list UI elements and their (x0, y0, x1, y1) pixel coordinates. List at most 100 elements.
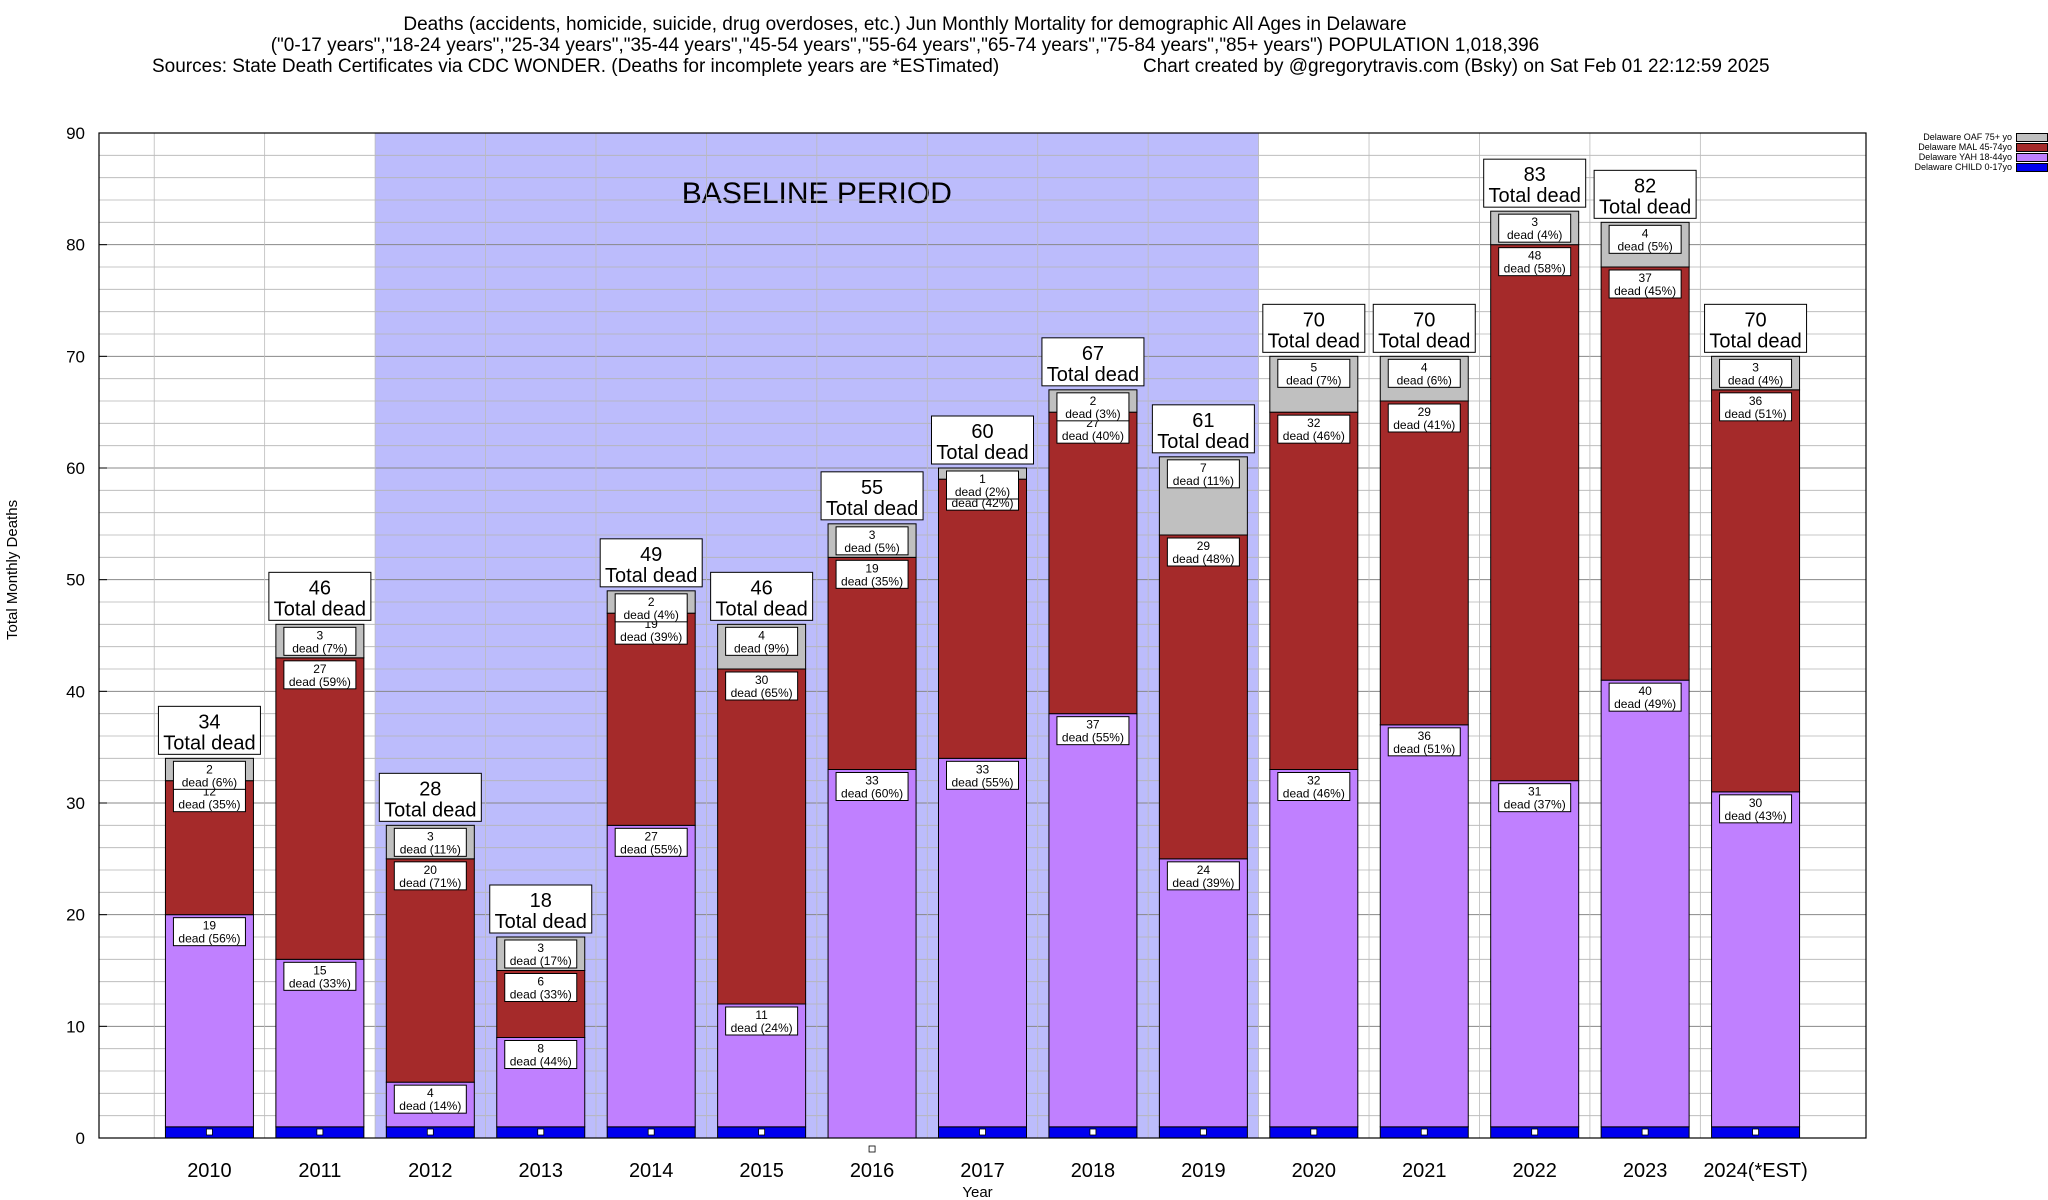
data-label-percent: dead (71%) (399, 876, 461, 890)
data-label-percent: dead (7%) (292, 641, 347, 655)
bar-segment-mal (1711, 389, 1801, 793)
legend-entry: Delaware YAH 18-44yo (1880, 152, 2048, 162)
x-tick-label: 2013 (519, 1160, 564, 1182)
bar-segment-mal (1269, 411, 1359, 770)
y-tick-label: 40 (66, 682, 85, 701)
legend-entry: Delaware MAL 45-74yo (1880, 142, 2048, 152)
x-tick-label: 2016 (850, 1160, 895, 1182)
bar-base-marker (316, 1128, 324, 1136)
plot-frame (98, 132, 1867, 1139)
total-label-text: Total dead (605, 565, 697, 587)
data-label-value: 40 (1638, 684, 1652, 698)
legend-entry: Delaware OAF 75+ yo (1880, 132, 2048, 142)
data-label-percent: dead (33%) (510, 988, 572, 1002)
total-label-value: 34 (198, 711, 220, 733)
total-label-text: Total dead (384, 799, 476, 821)
total-label-value: 28 (419, 778, 441, 800)
total-label-box (1704, 303, 1808, 353)
bar-base-marker (1199, 1128, 1207, 1136)
data-label-box (725, 626, 799, 656)
legend-label: Delaware CHILD 0-17yo (1914, 162, 2012, 172)
bar-segment-yah (1158, 858, 1248, 1128)
y-axis-label: Total Monthly Deaths (4, 499, 21, 640)
data-label-value: 15 (313, 963, 327, 977)
data-label-value: 6 (537, 975, 544, 989)
data-label-value: 37 (1086, 718, 1100, 732)
data-label-value: 3 (537, 941, 544, 955)
total-label-box (378, 772, 482, 822)
total-label-value: 46 (751, 577, 773, 599)
bar-segment-yah (1711, 791, 1801, 1128)
x-tick-label: 2024(*EST) (1703, 1160, 1808, 1182)
data-label-box (1056, 392, 1130, 422)
bar-segment-mal (275, 657, 365, 960)
y-tick-label: 20 (66, 906, 85, 925)
data-label-value: 4 (1642, 226, 1649, 240)
data-label-box (835, 559, 909, 589)
data-label-value: 19 (203, 919, 217, 933)
total-label-value: 55 (861, 477, 883, 499)
total-label-value: 46 (309, 577, 331, 599)
total-label-box (1041, 337, 1145, 387)
y-tick-label: 0 (76, 1129, 85, 1148)
data-label-percent: dead (11%) (1173, 474, 1234, 488)
data-label-percent: dead (4%) (1728, 373, 1783, 387)
data-label-value: 3 (1752, 360, 1759, 374)
total-label-value: 82 (1634, 175, 1656, 197)
total-label-box (820, 471, 924, 521)
total-label-value: 61 (1192, 410, 1214, 432)
bar-segment-yah (1490, 780, 1580, 1128)
bar-base-marker (979, 1128, 986, 1136)
data-label-percent: dead (11%) (400, 842, 461, 856)
data-label-percent: dead (6%) (1397, 373, 1452, 387)
data-label-box (1277, 358, 1351, 388)
bar-base-marker (647, 1128, 655, 1136)
data-label-percent: dead (60%) (841, 787, 903, 801)
total-label-value: 18 (530, 890, 552, 912)
bar-segment-mal (1600, 266, 1690, 681)
data-label-percent: dead (58%) (1504, 262, 1566, 276)
bar-segment-mal (717, 668, 807, 1005)
data-label-percent: dead (4%) (1507, 228, 1562, 242)
total-label-box (931, 415, 1034, 465)
data-label-percent: dead (39%) (1172, 876, 1234, 890)
data-label-box (614, 827, 688, 857)
legend-swatch (2016, 132, 2048, 142)
data-label-box (283, 626, 357, 656)
data-label-box (1719, 358, 1793, 388)
data-label-percent: dead (55%) (951, 775, 1013, 789)
bar-segment-mal (1048, 411, 1138, 715)
total-label-text: Total dead (715, 598, 807, 620)
bar-segment-yah (1600, 679, 1690, 1128)
bar-base-marker (1752, 1128, 1759, 1136)
data-label-box (1166, 861, 1240, 891)
data-label-percent: dead (6%) (182, 775, 237, 789)
data-label-box (946, 760, 1019, 790)
data-label-value: 7 (1200, 461, 1207, 475)
data-label-percent: dead (51%) (1393, 742, 1455, 756)
data-label-value: 3 (317, 628, 324, 642)
data-label-percent: dead (33%) (289, 976, 351, 990)
bar-segment-yah (1379, 724, 1469, 1128)
data-label-value: 31 (1528, 785, 1542, 799)
data-label-value: 30 (1749, 796, 1763, 810)
data-label-box (614, 593, 688, 623)
bar-base-marker (426, 1128, 434, 1136)
data-label-value: 2 (1090, 394, 1097, 408)
data-label-box (725, 671, 799, 701)
legend-swatch (2016, 142, 2048, 152)
data-label-percent: dead (51%) (1725, 407, 1787, 421)
x-tick-label: 2017 (960, 1160, 1005, 1182)
data-label-value: 4 (758, 628, 765, 642)
data-label-value: 4 (427, 1086, 434, 1100)
data-label-box (1719, 392, 1793, 422)
data-label-value: 3 (1531, 215, 1538, 229)
bar-segment-mal (1379, 400, 1469, 726)
data-label-percent: dead (24%) (731, 1021, 793, 1035)
x-tick-label: 2010 (187, 1160, 232, 1182)
title-line-2: ("0-17 years","18-24 years","25-34 years… (270, 35, 1540, 56)
total-label-box (599, 538, 703, 588)
data-label-box (1056, 716, 1130, 746)
data-label-value: 29 (1197, 539, 1211, 553)
data-label-box (1277, 414, 1351, 444)
